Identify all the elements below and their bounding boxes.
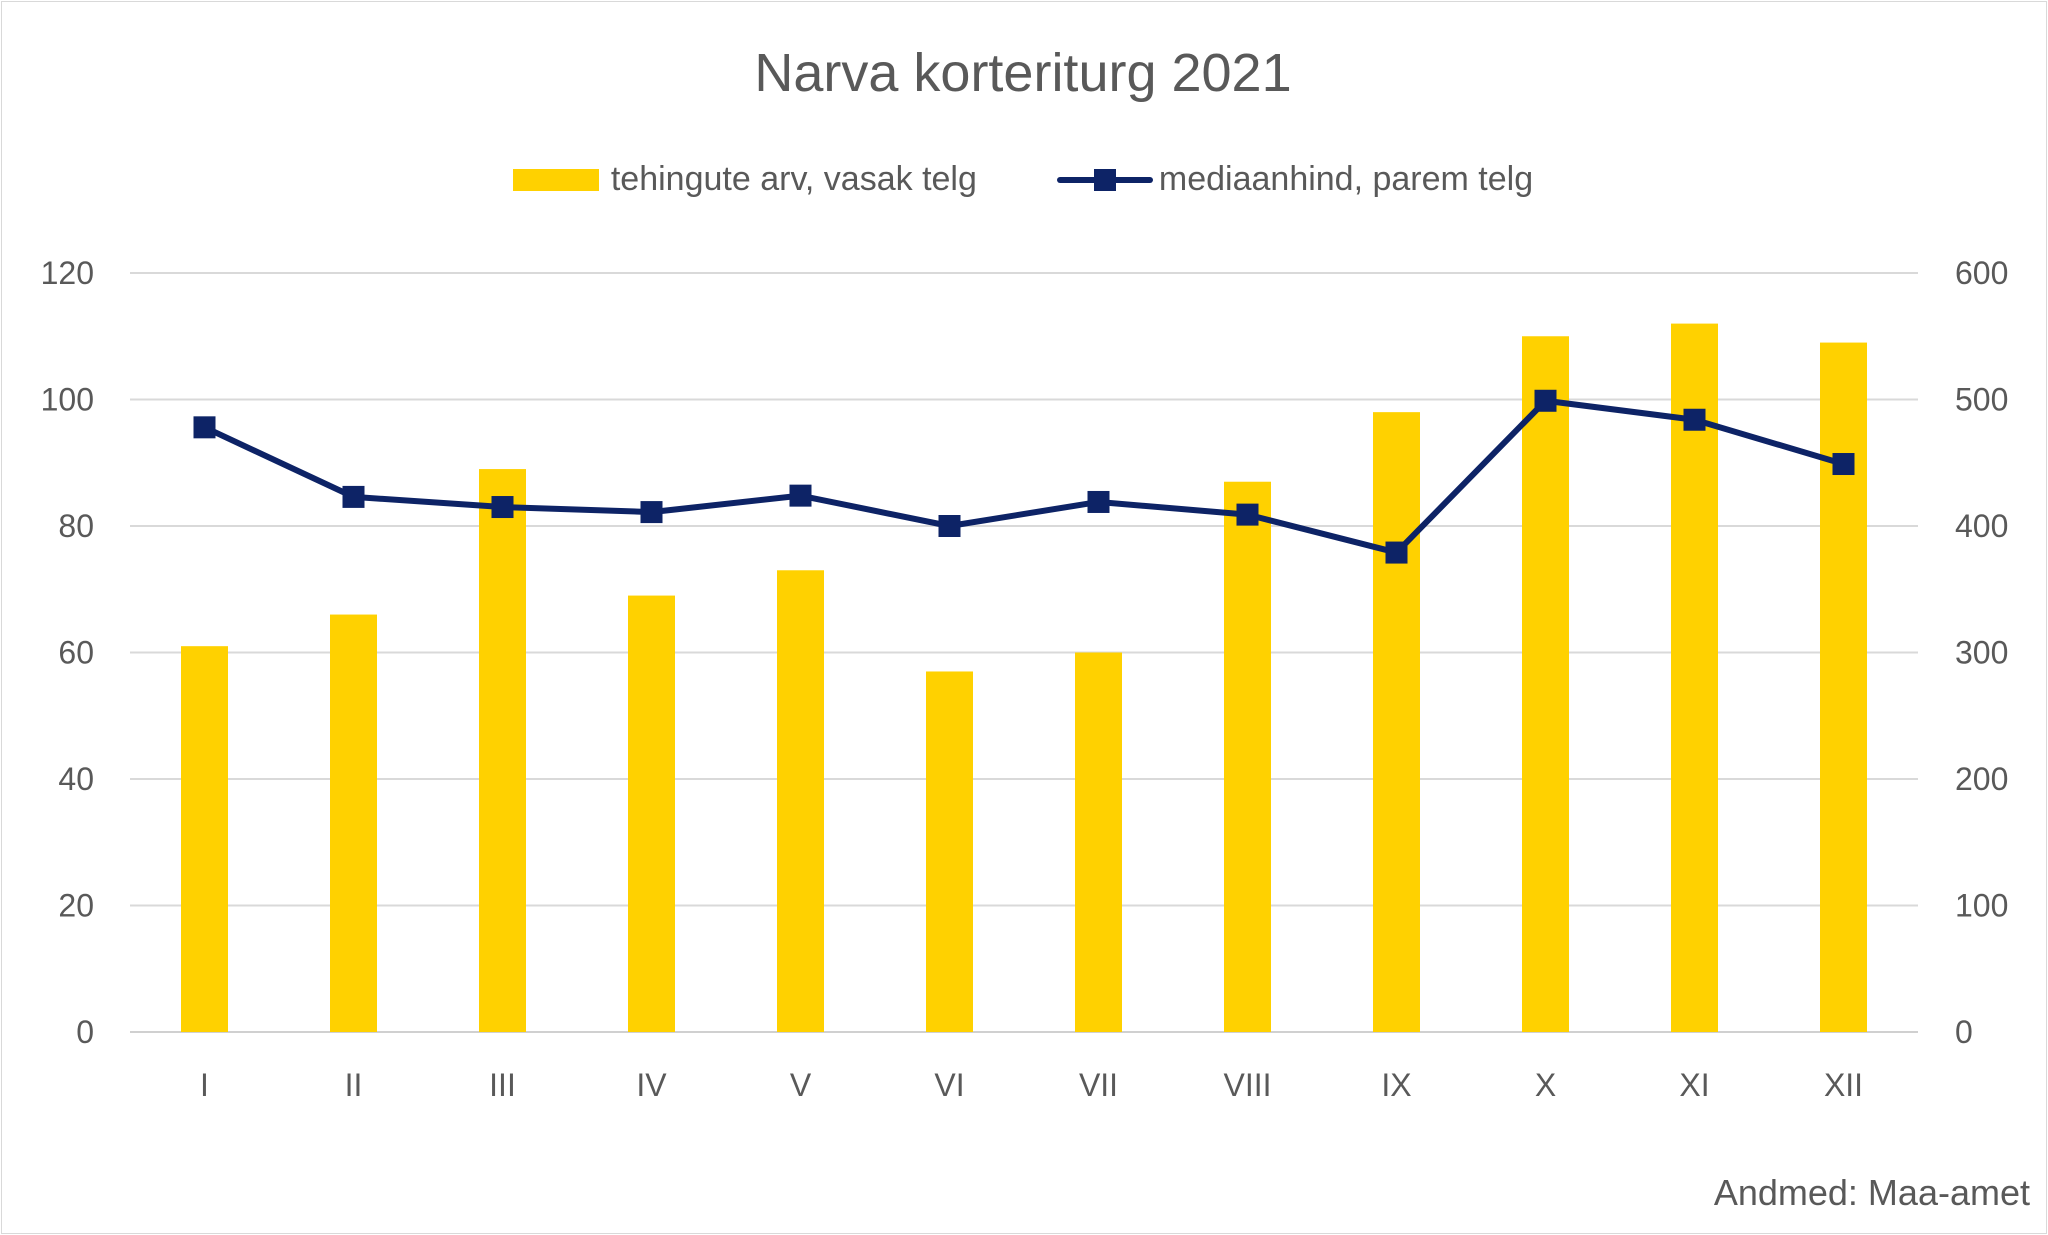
- y-right-tick-label: 300: [1955, 635, 2008, 671]
- y-right-tick-label: 200: [1955, 761, 2008, 797]
- y-left-tick-label: 0: [76, 1014, 94, 1050]
- bar: [1522, 336, 1569, 1032]
- bar: [330, 614, 377, 1032]
- source-note: Andmed: Maa-amet: [1713, 1172, 2030, 1213]
- legend-item-line: mediaanhind, parem telg: [1056, 160, 1534, 199]
- line-marker: [342, 485, 365, 508]
- line-marker: [938, 515, 961, 537]
- y-left-tick-label: 80: [58, 508, 94, 544]
- line-marker: [1236, 503, 1259, 526]
- line-marker: [640, 501, 663, 524]
- x-tick-label: IX: [1381, 1067, 1411, 1103]
- bar: [181, 646, 228, 1032]
- y-left-tick-label: 60: [58, 635, 94, 671]
- x-tick-label: III: [489, 1067, 516, 1103]
- x-tick-label: XI: [1679, 1067, 1709, 1103]
- x-tick-label: VII: [1079, 1067, 1118, 1103]
- y-right-tick-label: 400: [1955, 508, 2008, 544]
- bar: [1373, 412, 1420, 1032]
- y-left-tick-label: 120: [41, 255, 94, 291]
- line-marker: [1534, 389, 1557, 412]
- x-tick-label: VI: [934, 1067, 964, 1103]
- bar: [777, 570, 824, 1032]
- line-marker: [1385, 541, 1408, 564]
- bar: [926, 671, 973, 1032]
- line-marker: [1087, 490, 1110, 513]
- y-right-tick-label: 500: [1955, 382, 2008, 418]
- y-left-tick-label: 20: [58, 888, 94, 924]
- x-tick-label: VIII: [1223, 1067, 1271, 1103]
- bar: [1224, 481, 1271, 1033]
- line-marker: [1832, 453, 1855, 476]
- y-right-tick-label: 600: [1955, 255, 2008, 291]
- legend-item-bars: tehingute arv, vasak telg: [512, 160, 977, 199]
- chart-legend: tehingute arv, vasak telg mediaanhind, p…: [0, 160, 2046, 199]
- x-tick-label: XII: [1824, 1067, 1863, 1103]
- legend-line-label: mediaanhind, parem telg: [1158, 160, 1534, 198]
- bar: [1671, 323, 1718, 1033]
- line-series: [201, 397, 1847, 556]
- y-left-tick-label: 100: [41, 382, 94, 418]
- legend-bar-label: tehingute arv, vasak telg: [610, 160, 977, 198]
- y-right-tick-label: 100: [1955, 888, 2008, 924]
- line-marker: [491, 496, 514, 519]
- legend-bar-swatch: [512, 168, 599, 191]
- bar: [628, 595, 675, 1032]
- x-tick-label: V: [790, 1067, 812, 1103]
- legend-line-swatch: [1056, 165, 1153, 195]
- x-tick-label: I: [200, 1067, 209, 1103]
- line-marker: [789, 484, 812, 507]
- bar: [479, 469, 526, 1032]
- x-tick-label: II: [345, 1067, 363, 1103]
- x-tick-label: X: [1535, 1067, 1556, 1103]
- bar: [1075, 652, 1122, 1032]
- x-tick-label: IV: [636, 1067, 667, 1103]
- y-right-tick-label: 0: [1955, 1014, 1973, 1050]
- bar: [1820, 342, 1867, 1032]
- y-left-tick-label: 40: [58, 761, 94, 797]
- chart-title: Narva korteriturg 2021: [754, 43, 1292, 103]
- line-marker: [193, 416, 216, 439]
- line-marker: [1683, 408, 1706, 431]
